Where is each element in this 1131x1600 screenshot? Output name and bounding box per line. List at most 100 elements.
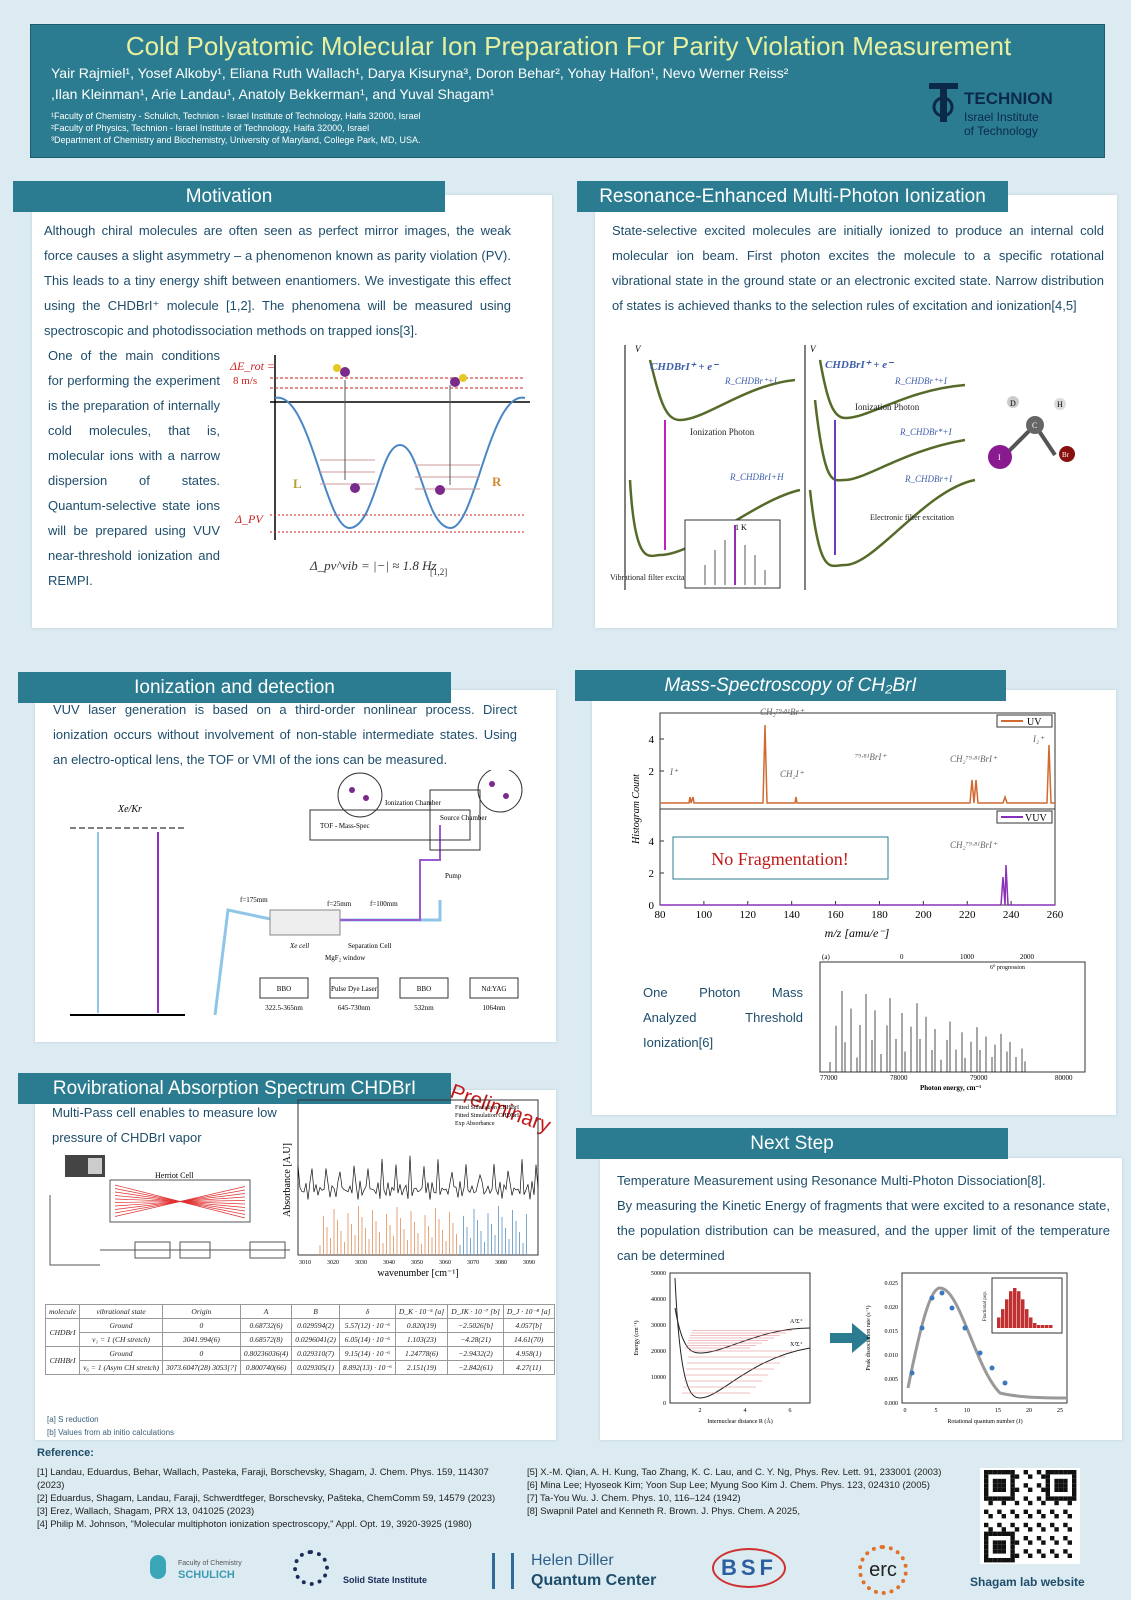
qr-module bbox=[984, 1540, 989, 1545]
label: R_CHDBrI+H bbox=[729, 472, 784, 482]
point bbox=[977, 1350, 983, 1356]
label: R_CHDBr⁺+I bbox=[724, 376, 778, 386]
qr-module bbox=[1045, 1470, 1050, 1475]
tick-label: 10 bbox=[964, 1408, 970, 1414]
table-header: molecule bbox=[44, 1304, 81, 1319]
qr-module bbox=[1063, 1536, 1068, 1541]
qr-module bbox=[992, 1540, 998, 1545]
qr-module bbox=[1045, 1483, 1050, 1488]
table-cell: 3073.6047(28) 3053[?] bbox=[162, 1360, 241, 1375]
qr-module bbox=[1001, 1496, 1006, 1501]
qr-module bbox=[1010, 1549, 1015, 1554]
tick-label: 3060 bbox=[439, 1260, 451, 1266]
table-header: A bbox=[239, 1304, 293, 1319]
fit-curve bbox=[906, 1286, 1068, 1400]
qr-module bbox=[1045, 1496, 1050, 1501]
table-cell: 4.057[b] bbox=[502, 1318, 555, 1333]
qr-module bbox=[1067, 1470, 1072, 1475]
table-cell: 0.029594(2) bbox=[291, 1318, 340, 1333]
legend-label: Exp Absorbance bbox=[455, 1121, 495, 1127]
qr-module bbox=[1054, 1487, 1059, 1492]
qr-module bbox=[1001, 1544, 1006, 1550]
reference: [6] Mina Lee; Hyoseok Kim; Yoon Sup Lee;… bbox=[527, 1480, 930, 1491]
qr-module bbox=[997, 1509, 1002, 1514]
paragraph: Although chiral molecules are often seen… bbox=[44, 223, 511, 338]
table-cell: 9.15(14) · 10⁻⁶ bbox=[338, 1346, 396, 1361]
point bbox=[962, 1325, 968, 1331]
authors: ,Ilan Kleinman¹, Arie Landau¹, Anatoly B… bbox=[51, 86, 495, 102]
label: Nd:YAG bbox=[482, 985, 507, 993]
table-cell: Ground bbox=[79, 1318, 163, 1333]
panel bbox=[592, 690, 1116, 1115]
qr-module bbox=[1010, 1540, 1015, 1545]
qr-module bbox=[1014, 1540, 1020, 1545]
double-well-figure: ΔE_rot = 8 m/s Δ_PV L R Δ_pv^vib = |−| ≈… bbox=[229, 355, 530, 577]
axis-label: V bbox=[635, 344, 642, 354]
tick-label: 4 bbox=[649, 836, 655, 848]
label: f=100mm bbox=[370, 900, 398, 908]
qr-module bbox=[984, 1544, 989, 1550]
tick-label: 0.010 bbox=[885, 1353, 899, 1359]
point bbox=[1002, 1380, 1008, 1386]
qr-module bbox=[1063, 1496, 1068, 1501]
qr-module bbox=[1067, 1527, 1072, 1532]
qr-module bbox=[1010, 1558, 1015, 1563]
hist-bar bbox=[997, 1317, 1001, 1328]
table-cell: 0.0296041(2) bbox=[291, 1332, 340, 1347]
label: CHDBrI⁺ + e⁻ bbox=[825, 359, 894, 371]
tick-label: 2 bbox=[649, 766, 655, 778]
hist-bar bbox=[1041, 1325, 1045, 1328]
paragraph: State-selective excited molecules are in… bbox=[612, 223, 1104, 313]
qr-module bbox=[984, 1509, 989, 1514]
qr-module bbox=[997, 1522, 1002, 1528]
table-cell: −2.5026[b] bbox=[447, 1318, 504, 1333]
table-cell: 2.151(19) bbox=[394, 1360, 449, 1375]
qr-module bbox=[992, 1478, 998, 1484]
qr-module bbox=[1058, 1487, 1064, 1492]
paragraph: One of the main conditions for performin… bbox=[48, 348, 220, 588]
tick-label: 140 bbox=[783, 909, 800, 921]
label: Ionization Photon bbox=[855, 402, 920, 412]
table-cell: 0.68572(8) bbox=[239, 1332, 293, 1347]
label: Vibrational filter excitation bbox=[610, 573, 697, 582]
qr-module bbox=[1014, 1474, 1020, 1479]
qr-module bbox=[1023, 1470, 1028, 1475]
legend-label: UV bbox=[1027, 717, 1042, 728]
tick-label: 0 bbox=[904, 1408, 907, 1414]
tick-label: 20000 bbox=[651, 1349, 666, 1355]
qr-module bbox=[1001, 1514, 1006, 1519]
qr-module bbox=[997, 1531, 1002, 1536]
qr-module bbox=[1028, 1474, 1033, 1479]
peak-label: CH₂I⁺ bbox=[780, 769, 805, 779]
qr-module bbox=[992, 1496, 998, 1501]
qr-module bbox=[1023, 1483, 1028, 1488]
hist-bar bbox=[1013, 1288, 1017, 1328]
qr-module bbox=[1001, 1527, 1006, 1532]
qr-module bbox=[1050, 1496, 1055, 1501]
hist-bar bbox=[1017, 1291, 1021, 1328]
legend-box bbox=[996, 714, 1053, 728]
tick-label: 100 bbox=[696, 909, 713, 921]
qr-module bbox=[1001, 1540, 1006, 1545]
tick-label: 6 bbox=[789, 1408, 792, 1414]
qr-module bbox=[1063, 1470, 1068, 1475]
qr-module bbox=[1028, 1514, 1033, 1519]
qr-module bbox=[1045, 1478, 1050, 1484]
qr-module bbox=[1063, 1487, 1068, 1492]
qr-module bbox=[1006, 1531, 1011, 1536]
table-cell: 5.57(12) · 10⁻⁶ bbox=[338, 1318, 396, 1333]
logo-text: Solid State Institute bbox=[343, 1575, 428, 1585]
logo-text: TECHNION bbox=[964, 89, 1053, 108]
qr-module bbox=[1067, 1553, 1072, 1558]
table-cell: 6.05(14) · 10⁻⁶ bbox=[338, 1332, 396, 1347]
qr-module bbox=[988, 1496, 993, 1501]
qr-module bbox=[1010, 1536, 1015, 1541]
qr-module bbox=[1036, 1549, 1042, 1554]
qr-module bbox=[1054, 1540, 1059, 1545]
table-cell: 8.892(13) · 10⁻⁶ bbox=[338, 1360, 396, 1375]
tick-label: 5 bbox=[935, 1408, 938, 1414]
qr-module bbox=[988, 1514, 993, 1519]
tick-label: 3070 bbox=[467, 1260, 479, 1266]
label: ΔE_rot = bbox=[229, 359, 275, 373]
point bbox=[909, 1370, 915, 1376]
